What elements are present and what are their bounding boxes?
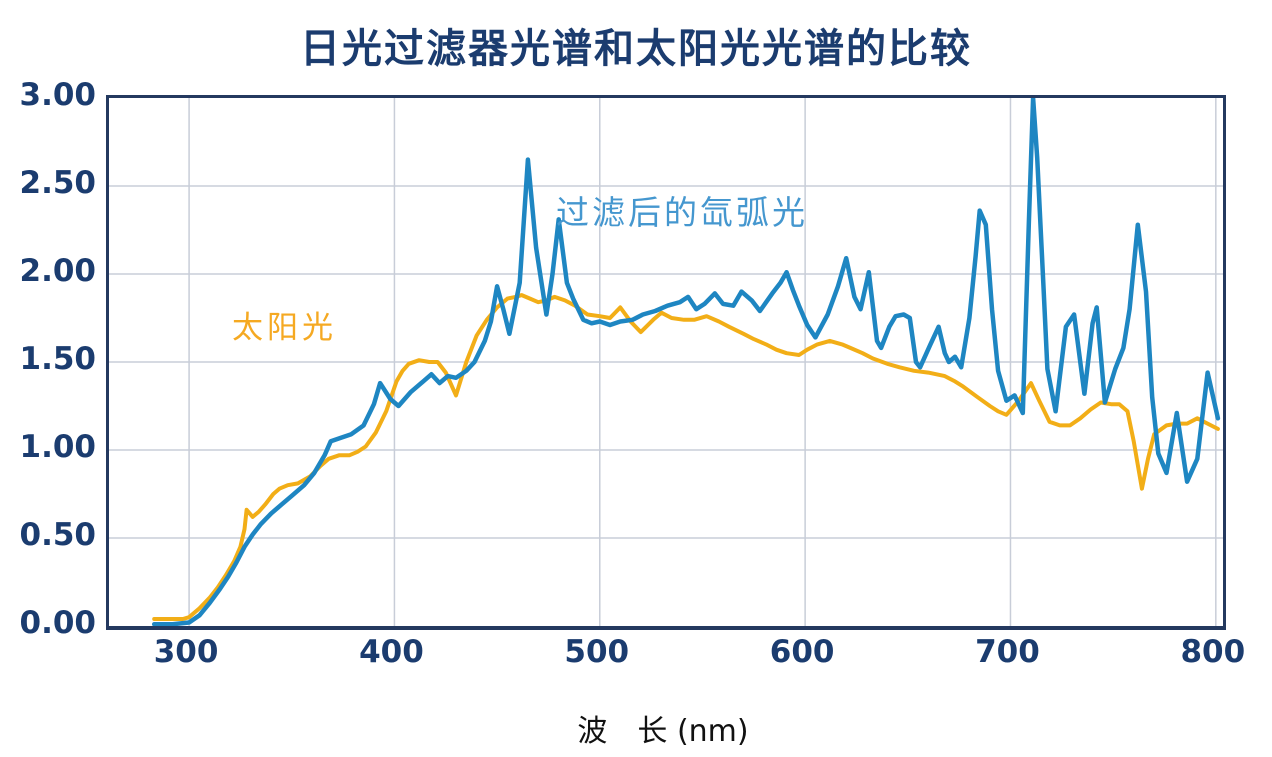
series-line-sunlight	[152, 293, 1220, 621]
x-tick-label: 600	[769, 634, 835, 670]
series-label-filtered-xenon-arc: 过滤后的氙弧光	[556, 193, 808, 232]
x-tick-label: 400	[359, 634, 424, 670]
y-tick-label: 3.00	[19, 77, 97, 113]
chart-canvas	[109, 98, 1223, 626]
y-tick-label: 1.50	[19, 341, 97, 377]
y-tick-label: 0.00	[19, 605, 97, 641]
plot-area	[106, 95, 1226, 630]
y-tick-label: 1.00	[19, 429, 97, 465]
series-line-filtered-xenon-arc	[151, 98, 1221, 626]
x-tick-label: 500	[564, 634, 630, 670]
chart-title: 日光过滤器光谱和太阳光光谱的比较	[300, 26, 972, 72]
y-tick-label: 2.50	[19, 165, 97, 201]
y-tick-label: 2.00	[19, 253, 97, 289]
y-tick-label: 0.50	[19, 517, 97, 553]
x-tick-label: 800	[1180, 634, 1246, 670]
x-axis-title: 波 长 (nm)	[577, 714, 749, 749]
x-tick-label: 700	[975, 634, 1040, 670]
x-tick-label: 300	[153, 634, 219, 670]
series-label-sunlight: 太阳光	[232, 310, 337, 346]
